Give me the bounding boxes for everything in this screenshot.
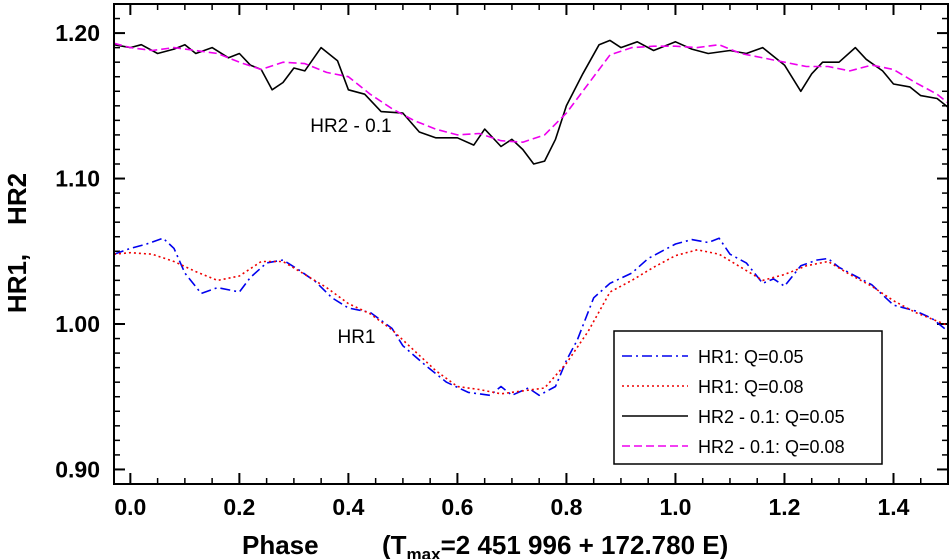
y-tick-label: 1.00 xyxy=(55,311,100,337)
series-line-1 xyxy=(113,237,949,397)
legend-label-2: HR1: Q=0.08 xyxy=(698,377,804,397)
x-tick-label: 0.0 xyxy=(114,494,146,520)
x-tick-label: 0.8 xyxy=(550,494,582,520)
x-tick-label: 1.2 xyxy=(768,494,800,520)
series-line-2 xyxy=(113,249,949,395)
legend-label-4: HR2 - 0.1: Q=0.08 xyxy=(698,437,845,457)
legend-box xyxy=(613,330,883,465)
series-lines xyxy=(113,39,949,397)
x-tick-label: 0.2 xyxy=(223,494,255,520)
y-tick-label: 0.90 xyxy=(55,456,100,482)
plot-frame xyxy=(113,3,949,485)
x-tick-label: 0.4 xyxy=(332,494,364,520)
x-axis-label: Phase xyxy=(242,530,319,559)
legend-label-1: HR1: Q=0.05 xyxy=(698,347,804,367)
series-line-4 xyxy=(113,42,949,143)
annotation-hr2: HR2 - 0.1 xyxy=(310,116,391,137)
x-axis-note: (Tmax=2 451 996 + 172.780 E) xyxy=(382,530,728,559)
series-line-3 xyxy=(113,39,949,165)
legend: HR1: Q=0.05 HR1: Q=0.08 HR2 - 0.1: Q=0.05 H… xyxy=(613,330,883,465)
x-tick-label: 1.0 xyxy=(659,494,691,520)
x-tick-label: 0.6 xyxy=(441,494,473,520)
y-tick-label: 1.10 xyxy=(55,166,100,192)
y-axis-label: HR1, HR2 xyxy=(2,173,32,313)
x-axis-note-subscript: max xyxy=(407,545,442,559)
y-tick-label: 1.20 xyxy=(55,20,100,46)
legend-label-3: HR2 - 0.1: Q=0.05 xyxy=(698,407,845,427)
annotation-hr1: HR1 xyxy=(337,327,375,348)
axes: 0.0 0.2 0.4 0.6 0.8 1.0 1.2 1.4 0.90 1.00 1.10 1.20 xyxy=(55,4,948,520)
x-axis-note-suffix: =2 451 996 + 172.780 E) xyxy=(441,530,729,559)
x-axis-note-prefix: (T xyxy=(382,530,407,559)
x-tick-label: 1.4 xyxy=(877,494,909,520)
